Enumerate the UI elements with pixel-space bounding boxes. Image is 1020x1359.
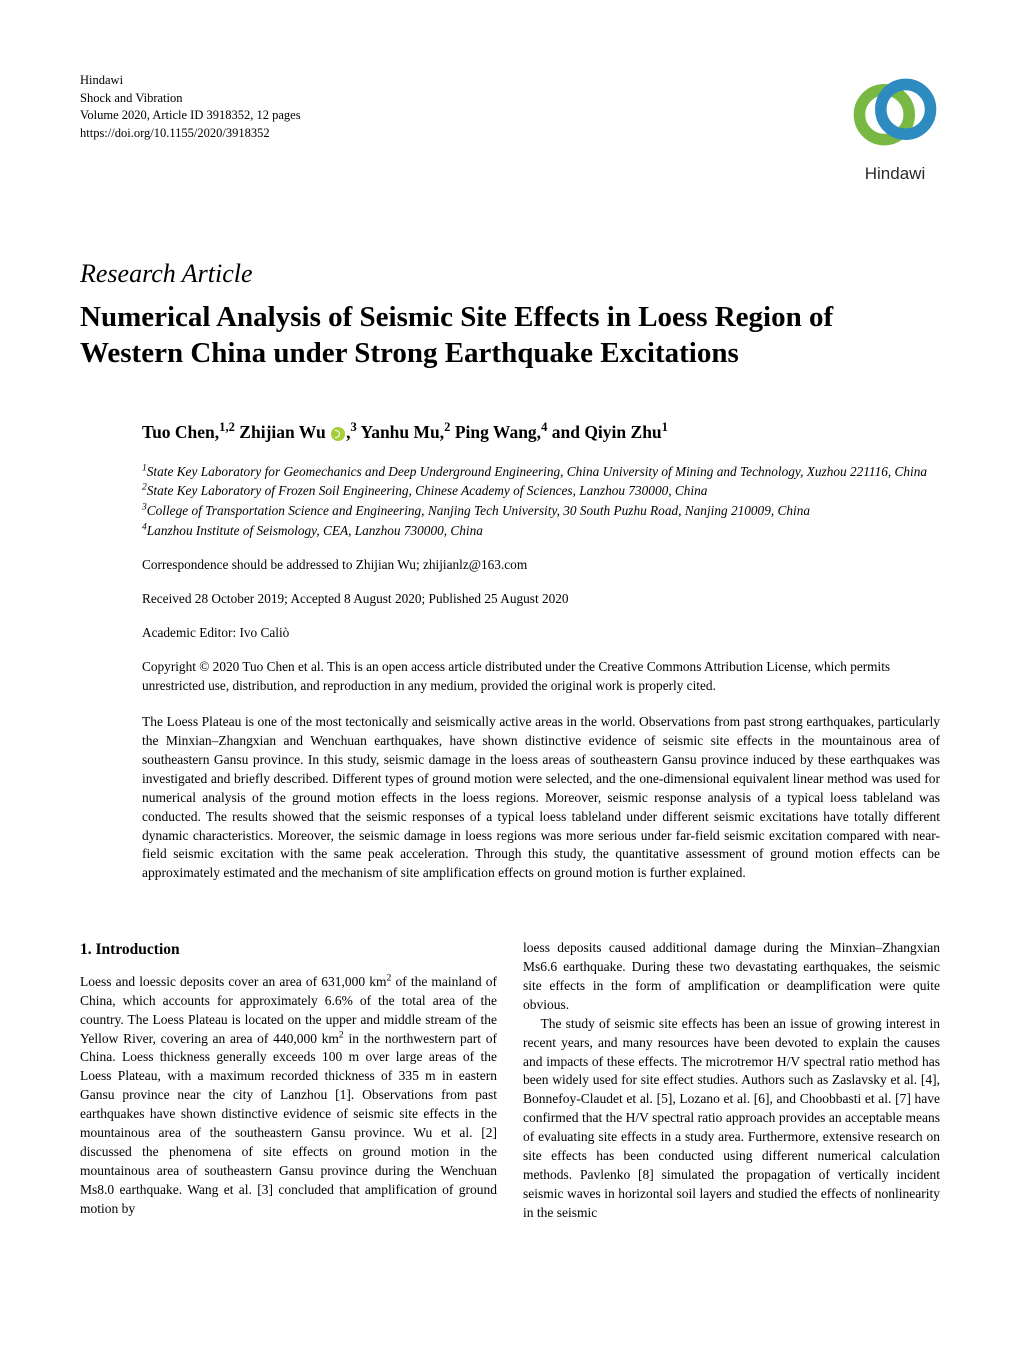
affiliation-3: 3College of Transportation Science and E… (142, 502, 940, 521)
author-list: Tuo Chen,1,2 Zhijian Wu ,3 Yanhu Mu,2 Pi… (142, 421, 940, 445)
affiliation-1: 1State Key Laboratory for Geomechanics a… (142, 463, 940, 482)
journal-name: Shock and Vibration (80, 90, 301, 108)
article-type: Research Article (80, 256, 940, 291)
body-columns: 1. Introduction Loess and loessic deposi… (80, 939, 940, 1222)
column-left: 1. Introduction Loess and loessic deposi… (80, 939, 497, 1222)
copyright: Copyright © 2020 Tuo Chen et al. This is… (142, 658, 940, 695)
intro-paragraph-1-cont: loess deposits caused additional damage … (523, 939, 940, 1015)
volume-line: Volume 2020, Article ID 3918352, 12 page… (80, 107, 301, 125)
publisher-logo-text: Hindawi (850, 163, 940, 186)
doi: https://doi.org/10.1155/2020/3918352 (80, 125, 301, 143)
academic-editor: Academic Editor: Ivo Caliò (142, 624, 940, 642)
column-right: loess deposits caused additional damage … (523, 939, 940, 1222)
section-heading-introduction: 1. Introduction (80, 939, 497, 961)
publisher-logo: Hindawi (850, 72, 940, 186)
intro-paragraph-2: The study of seismic site effects has be… (523, 1015, 940, 1223)
abstract: The Loess Plateau is one of the most tec… (142, 713, 940, 883)
article-dates: Received 28 October 2019; Accepted 8 Aug… (142, 590, 940, 608)
affiliation-4: 4Lanzhou Institute of Seismology, CEA, L… (142, 522, 940, 541)
correspondence: Correspondence should be addressed to Zh… (142, 556, 940, 574)
intro-paragraph-1: Loess and loessic deposits cover an area… (80, 973, 497, 1219)
affiliations: 1State Key Laboratory for Geomechanics a… (142, 463, 940, 540)
journal-meta: Hindawi Shock and Vibration Volume 2020,… (80, 72, 301, 142)
affiliation-2: 2State Key Laboratory of Frozen Soil Eng… (142, 482, 940, 501)
header-row: Hindawi Shock and Vibration Volume 2020,… (80, 72, 940, 186)
article-title: Numerical Analysis of Seismic Site Effec… (80, 299, 940, 372)
publisher: Hindawi (80, 72, 301, 90)
hindawi-logo-icon (850, 72, 940, 152)
